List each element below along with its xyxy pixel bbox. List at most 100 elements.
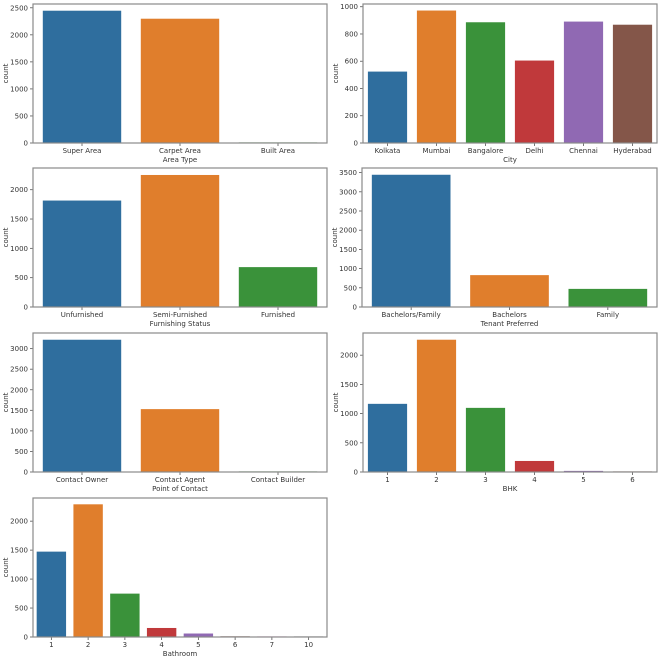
y-tick-label: 1000 bbox=[10, 427, 28, 435]
y-tick-label: 500 bbox=[15, 112, 28, 120]
y-tick-label: 1000 bbox=[10, 245, 28, 253]
y-tick-label: 1500 bbox=[10, 58, 28, 66]
x-tick-label: Delhi bbox=[525, 147, 543, 155]
bar-hyderabad bbox=[612, 24, 653, 143]
x-tick-label: Contact Agent bbox=[155, 476, 205, 484]
chart-furnishing-status: Unfurnished Semi-Furnished Furnished 0 500 10… bbox=[2, 167, 328, 328]
y-tick-label: 3000 bbox=[339, 188, 357, 196]
bar-semi-furnished bbox=[140, 174, 220, 307]
x-tick-label: Family bbox=[597, 311, 620, 319]
x-tick-label: Contact Owner bbox=[56, 476, 108, 484]
y-tick-label: 2000 bbox=[10, 518, 28, 526]
x-tick-label: Kolkata bbox=[375, 147, 401, 155]
chart-city: Kolkata Mumbai Bangalore Delhi Chennai Hydera… bbox=[332, 3, 658, 164]
bar-4 bbox=[146, 627, 177, 637]
x-axis-label: Tenant Preferred bbox=[480, 320, 539, 328]
y-tick-label: 0 bbox=[354, 469, 358, 477]
bar-carpet-area bbox=[140, 18, 220, 143]
bar-3 bbox=[465, 407, 506, 472]
y-axis-label: count bbox=[332, 392, 340, 412]
chart-tenant-preferred: Bachelors/Family Bachelors Family 0 500 1000 1… bbox=[331, 167, 658, 328]
axes-frame bbox=[32, 497, 328, 638]
x-tick-label: Unfurnished bbox=[61, 311, 103, 319]
bar-1 bbox=[36, 551, 67, 637]
y-tick-label: 2000 bbox=[340, 352, 358, 360]
bar-1 bbox=[367, 403, 408, 472]
x-tick-label: Chennai bbox=[569, 147, 598, 155]
x-tick-label: 5 bbox=[196, 641, 200, 649]
y-tick-label: 0 bbox=[24, 469, 28, 477]
axes-frame bbox=[32, 3, 328, 144]
y-tick-label: 1000 bbox=[340, 410, 358, 418]
x-tick-label: 2 bbox=[86, 641, 90, 649]
x-tick-label: Bangalore bbox=[468, 147, 504, 155]
x-tick-label: Contact Builder bbox=[251, 476, 305, 484]
axes-frame bbox=[362, 332, 658, 473]
bar-unfurnished bbox=[42, 200, 122, 307]
y-tick-label: 400 bbox=[345, 85, 358, 93]
bar-chennai bbox=[563, 21, 604, 143]
x-tick-label: 2 bbox=[434, 476, 438, 484]
y-tick-label: 500 bbox=[15, 605, 28, 613]
y-axis-label: count bbox=[2, 227, 10, 247]
axes-frame bbox=[32, 167, 328, 308]
bar-contact-agent bbox=[140, 409, 220, 472]
bar-super-area bbox=[42, 10, 122, 143]
y-tick-label: 500 bbox=[15, 448, 28, 456]
y-tick-label: 1500 bbox=[340, 381, 358, 389]
bar-2 bbox=[416, 339, 457, 472]
bar-mumbai bbox=[416, 10, 457, 144]
chart-bhk: 1 2 3 4 5 6 0 500 1000 1500 2000 BHK count bbox=[332, 332, 658, 493]
chart-point-of-contact: Contact Owner Contact Agent Contact Builde… bbox=[2, 332, 328, 493]
y-tick-label: 2000 bbox=[339, 227, 357, 235]
bar-furnished bbox=[238, 267, 318, 307]
x-tick-label: Mumbai bbox=[423, 147, 451, 155]
x-tick-label: 6 bbox=[233, 641, 238, 649]
y-axis-label: count bbox=[331, 227, 339, 247]
y-tick-label: 1500 bbox=[10, 407, 28, 415]
x-axis-label: BHK bbox=[503, 485, 518, 493]
y-tick-label: 2000 bbox=[10, 31, 28, 39]
x-tick-label: 3 bbox=[483, 476, 487, 484]
x-tick-label: Bachelors bbox=[492, 311, 527, 319]
y-tick-label: 1000 bbox=[339, 265, 357, 273]
x-tick-label: Furnished bbox=[261, 311, 295, 319]
y-axis-label: count bbox=[2, 557, 10, 577]
y-tick-label: 1000 bbox=[10, 85, 28, 93]
x-tick-label: 5 bbox=[581, 476, 585, 484]
bar-contact-owner bbox=[42, 339, 122, 472]
y-tick-label: 2000 bbox=[10, 386, 28, 394]
y-tick-label: 0 bbox=[24, 634, 28, 642]
x-axis-label: Area Type bbox=[163, 156, 197, 164]
bar-family bbox=[568, 288, 648, 307]
y-tick-label: 1000 bbox=[10, 576, 28, 584]
x-tick-label: Semi-Furnished bbox=[153, 311, 207, 319]
x-axis-label: City bbox=[503, 156, 517, 164]
y-tick-label: 2500 bbox=[339, 208, 357, 216]
axes-frame bbox=[361, 167, 658, 308]
y-axis-label: count bbox=[332, 63, 340, 83]
y-tick-label: 600 bbox=[345, 58, 358, 66]
x-tick-label: 1 bbox=[385, 476, 389, 484]
chart-area-type: Super Area Carpet Area Built Area 0 500 1000 1… bbox=[2, 3, 328, 164]
y-tick-label: 1000 bbox=[340, 3, 358, 11]
y-tick-label: 3500 bbox=[339, 169, 357, 177]
y-tick-label: 2500 bbox=[10, 366, 28, 374]
y-tick-label: 1500 bbox=[339, 246, 357, 254]
y-tick-label: 0 bbox=[353, 304, 357, 312]
x-tick-label: Super Area bbox=[63, 147, 102, 155]
y-tick-label: 1500 bbox=[10, 547, 28, 555]
x-tick-label: Bachelors/Family bbox=[382, 311, 441, 319]
axes-frame bbox=[362, 3, 658, 144]
x-tick-label: 10 bbox=[304, 641, 313, 649]
x-tick-label: 6 bbox=[630, 476, 635, 484]
x-tick-label: Built Area bbox=[261, 147, 295, 155]
y-tick-label: 1500 bbox=[10, 216, 28, 224]
bar-4 bbox=[514, 460, 555, 472]
y-tick-label: 200 bbox=[345, 112, 358, 120]
y-tick-label: 0 bbox=[24, 304, 28, 312]
y-tick-label: 500 bbox=[345, 439, 358, 447]
y-axis-label: count bbox=[2, 392, 10, 412]
y-tick-label: 500 bbox=[344, 284, 357, 292]
